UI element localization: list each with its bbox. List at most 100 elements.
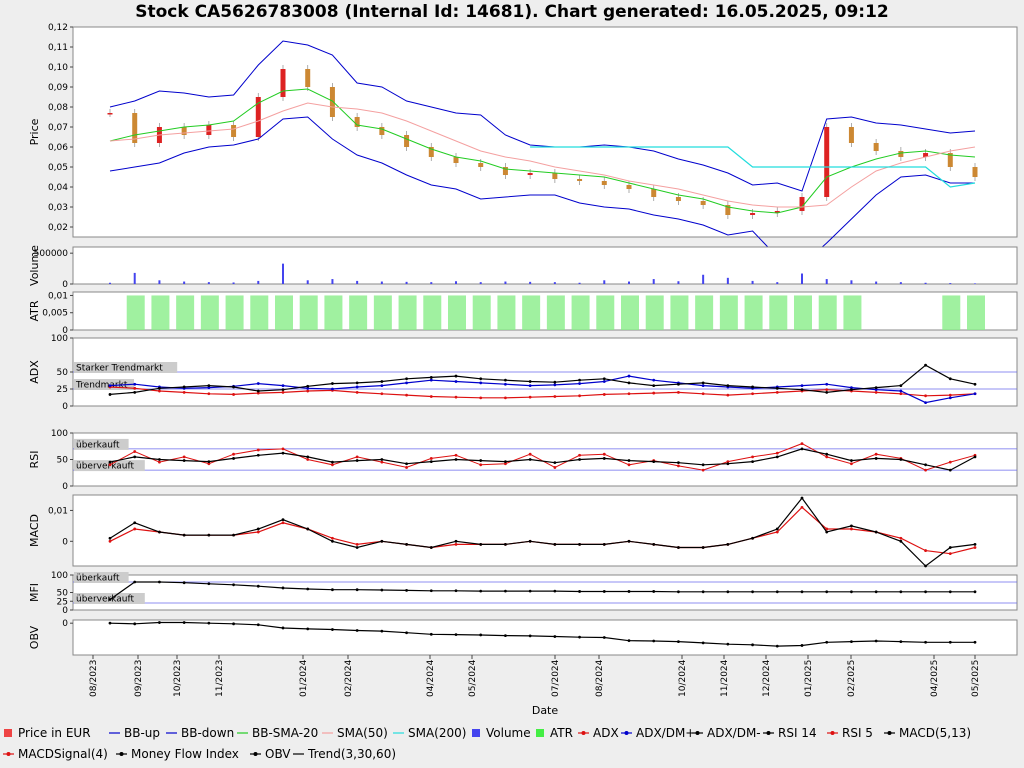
obv-point [602, 636, 606, 639]
macd-point [182, 533, 186, 537]
legend-item: SMA(200) [393, 726, 466, 740]
legend-label: SMA(50) [337, 726, 388, 740]
x-axis-label: Date [532, 704, 559, 717]
mfi-point [454, 589, 458, 593]
atr-bar [794, 295, 812, 330]
obv-line [109, 621, 975, 647]
rsi14-point [479, 459, 483, 462]
rsi14-point [306, 455, 310, 459]
rsi14-point [924, 463, 927, 467]
macd-signal-point [331, 536, 334, 540]
di-minus-point [850, 388, 853, 392]
atr-bar [200, 295, 219, 330]
atr-bar [299, 295, 318, 330]
legend-item: MACDSignal(4) [3, 747, 108, 761]
di-minus-point [825, 391, 829, 394]
di-minus-point [578, 378, 581, 382]
chart-title: Stock CA5626783008 (Internal Id: 14681).… [135, 2, 889, 22]
di-plus-point [380, 384, 384, 387]
atr-bar [448, 295, 466, 330]
volume-bar [850, 280, 853, 284]
rsi5-point [158, 460, 161, 464]
adx-point [553, 395, 557, 398]
price-candle [404, 135, 410, 147]
di-minus-point [677, 382, 680, 386]
price-candle [774, 211, 780, 213]
rsi14-point [182, 459, 186, 462]
price-candle [552, 173, 558, 179]
rsi14-point [207, 460, 211, 464]
mfi-point [602, 590, 606, 593]
obv-point [504, 634, 507, 637]
legend-item: Volume [472, 726, 531, 740]
rsi14-point [133, 455, 137, 459]
macd-signal-point [108, 539, 112, 543]
macd-point [578, 542, 581, 546]
obv-point [652, 639, 656, 643]
macd-signal-point [454, 542, 458, 546]
obv-point [133, 622, 137, 626]
macd-signal-point [281, 521, 285, 525]
x-tick-label: 02/2024 [344, 659, 354, 697]
sma50-line [109, 102, 976, 208]
volume-bar [974, 283, 976, 284]
mfi-point [850, 590, 853, 594]
obv-point [405, 631, 408, 635]
adx-point [528, 395, 532, 399]
legend-item: RSI 5 [827, 726, 873, 740]
price-candle [231, 125, 237, 137]
di-minus-point [800, 388, 804, 392]
rsi5-point [207, 462, 211, 466]
macd-point [973, 542, 977, 546]
price-candle [972, 167, 978, 177]
legend-swatch-dot [6, 752, 11, 756]
x-tick-label: 12/2024 [762, 659, 772, 697]
adx-point [948, 393, 952, 397]
di-minus-line [109, 364, 976, 395]
atr-bar [818, 295, 837, 330]
rsi-band-label: überkauft [76, 440, 120, 450]
legend-item: BB-down [166, 726, 234, 740]
di-minus-point [701, 381, 705, 385]
panel-obv: 0 OBV [28, 619, 1018, 656]
macd-signal-point [948, 552, 952, 556]
price-candle [428, 147, 434, 157]
rsi14-point [775, 455, 779, 459]
mfi-point [948, 590, 952, 594]
x-tick-label: 05/2024 [468, 659, 478, 697]
di-minus-point [652, 384, 656, 387]
di-plus-point [602, 380, 606, 383]
macd-signal-point [850, 527, 853, 531]
rsi14-point [652, 460, 656, 464]
di-minus-point [108, 393, 112, 396]
rsi5-point [479, 463, 483, 467]
legend-swatch [536, 729, 544, 737]
legend-label: BB-SMA-20 [252, 726, 318, 740]
macd-point [677, 546, 680, 549]
atr-bar [398, 295, 417, 330]
di-plus-point [973, 392, 977, 396]
macd-point [924, 564, 927, 568]
adx-point [182, 391, 186, 394]
rsi14-point [454, 458, 458, 461]
mfi-point [627, 590, 631, 593]
legend-item: RSI 14 [763, 726, 817, 740]
price-tick-label: 0,09 [48, 83, 68, 93]
volume-bar [207, 282, 210, 284]
atr-tick-label: 0,01 [48, 291, 68, 301]
di-minus-point [133, 391, 137, 394]
legend-swatch-dot [766, 731, 771, 735]
adx-point [133, 386, 137, 390]
legend-swatch [472, 729, 480, 737]
mfi-point [108, 598, 112, 601]
x-tick-label: 08/2024 [595, 659, 605, 697]
rsi5-point [256, 448, 260, 452]
di-minus-point [306, 384, 310, 388]
atr-bar [250, 295, 269, 330]
obv-point [899, 640, 903, 644]
rsi5-point [504, 462, 507, 466]
adx-point [429, 395, 433, 398]
atr-bar [151, 295, 170, 330]
di-plus-point [825, 382, 829, 386]
legend-item: ADX [578, 726, 619, 740]
